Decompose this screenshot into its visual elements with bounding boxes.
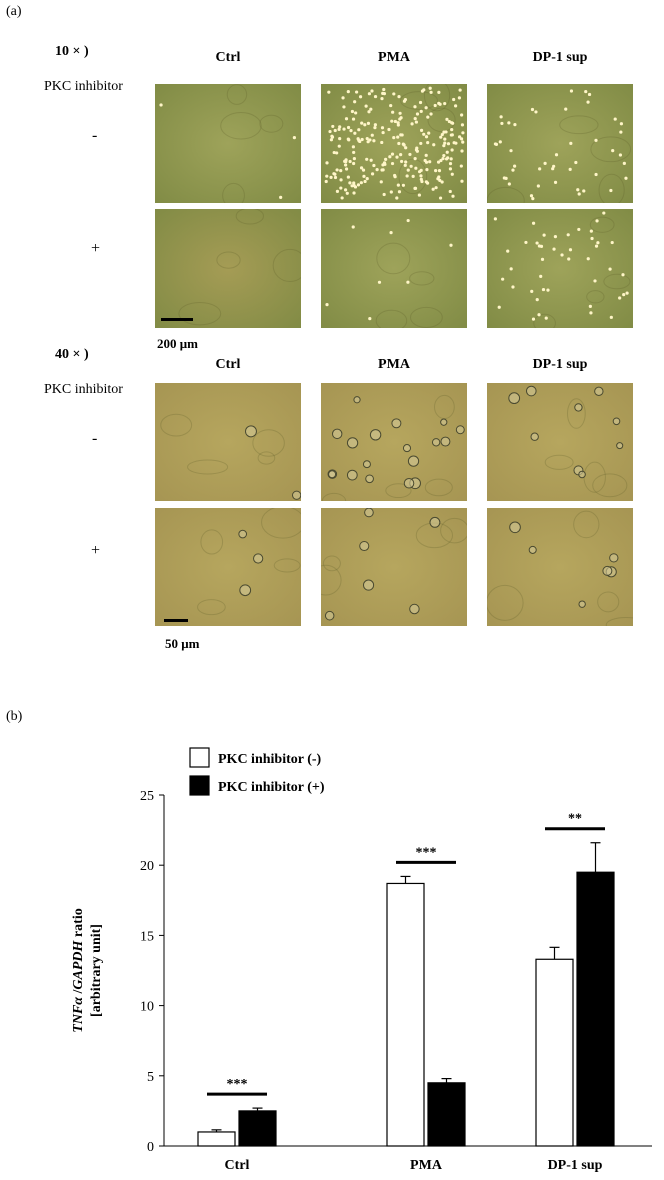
column-label-ctrl-10x: Ctrl (215, 50, 241, 65)
y-tick-label: 15 (140, 929, 154, 944)
column-label-dp1sup-40x: DP-1 sup (532, 357, 588, 372)
x-category-label: PMA (410, 1158, 443, 1173)
pkc-inhibitor-row-header-10x: PKC inhibitor (44, 79, 123, 94)
micrograph-10x-pma-plus (321, 209, 467, 328)
column-label-pma-40x: PMA (378, 357, 410, 372)
micrograph-10x-ctrl-minus (155, 84, 301, 203)
column-label-dp1sup-10x: DP-1 sup (532, 50, 588, 65)
x-category-label: DP-1 sup (548, 1158, 603, 1173)
micrograph-image (487, 508, 633, 626)
significance-stars: ** (568, 812, 582, 827)
plus-sign-10x: + (91, 240, 101, 257)
bar-ctrl-series-2 (238, 1110, 277, 1147)
micrograph-image (321, 209, 467, 328)
bar-pma-series-2 (427, 1082, 466, 1147)
micrograph-image (487, 209, 633, 328)
tnf-gapdh-bar-chart: 0 5 10 15 20 25 TNFα /GAPDH ratio [arbitrary un… (71, 747, 652, 1173)
y-axis-label: TNFα /GAPDH ratio (71, 908, 86, 1032)
legend-swatch-1 (189, 747, 210, 768)
panel-b-label: (b) (6, 709, 23, 724)
column-label-ctrl-40x: Ctrl (215, 357, 241, 372)
y-tick-label: 0 (147, 1140, 154, 1155)
micrograph-40x-ctrl-minus (155, 383, 301, 501)
micrograph-image (155, 209, 301, 328)
bar-ctrl-series-1 (197, 1131, 236, 1147)
micrograph-image (155, 84, 301, 203)
legend-swatch-2 (189, 775, 210, 796)
micrograph-image (321, 383, 467, 501)
legend-label-1: PKC inhibitor (-) (218, 752, 322, 767)
micrograph-40x-pma-plus (321, 508, 467, 626)
y-tick-label: 25 (140, 789, 154, 804)
micrograph-image (487, 84, 633, 203)
scale-bar-10x (161, 318, 193, 321)
significance-stars: *** (227, 1077, 248, 1092)
y-axis-label-unit: [arbitrary unit] (89, 924, 104, 1017)
micrograph-40x-pma-minus (321, 383, 467, 501)
minus-sign-40x: - (92, 430, 98, 447)
x-category-label: Ctrl (225, 1158, 250, 1173)
scale-label-40x: 50 μm (165, 636, 200, 651)
bar-pma-series-1 (386, 882, 425, 1147)
scale-label-10x: 200 μm (157, 336, 198, 351)
bar-dp-1-sup-series-1 (535, 958, 574, 1147)
micrograph-40x-dp1sup-minus (487, 383, 633, 501)
micrograph-image (155, 508, 301, 626)
micrograph-image (321, 84, 467, 203)
y-tick-label: 5 (147, 1070, 154, 1085)
magnification-10x-label: 10 × ) (55, 44, 89, 59)
minus-sign-10x: - (92, 127, 98, 144)
micrograph-image (155, 383, 301, 501)
scale-bar-40x (164, 619, 188, 622)
micrograph-10x-dp1sup-minus (487, 84, 633, 203)
micrograph-image (487, 383, 633, 501)
magnification-40x-label: 40 × ) (55, 347, 89, 362)
micrograph-10x-ctrl-plus (155, 209, 301, 328)
panel-a-label: (a) (6, 4, 22, 19)
pkc-inhibitor-row-header-40x: PKC inhibitor (44, 382, 123, 397)
micrograph-40x-ctrl-plus (155, 508, 301, 626)
micrograph-10x-dp1sup-plus (487, 209, 633, 328)
y-tick-label: 20 (140, 859, 154, 874)
column-label-pma-10x: PMA (378, 50, 410, 65)
bar-dp-1-sup-series-2 (576, 871, 615, 1147)
micrograph-10x-pma-minus (321, 84, 467, 203)
plus-sign-40x: + (91, 542, 101, 559)
y-tick-label: 10 (140, 1000, 154, 1015)
legend-label-2: PKC inhibitor (+) (218, 780, 325, 795)
micrograph-40x-dp1sup-plus (487, 508, 633, 626)
significance-stars: *** (416, 845, 437, 860)
micrograph-image (321, 508, 467, 626)
